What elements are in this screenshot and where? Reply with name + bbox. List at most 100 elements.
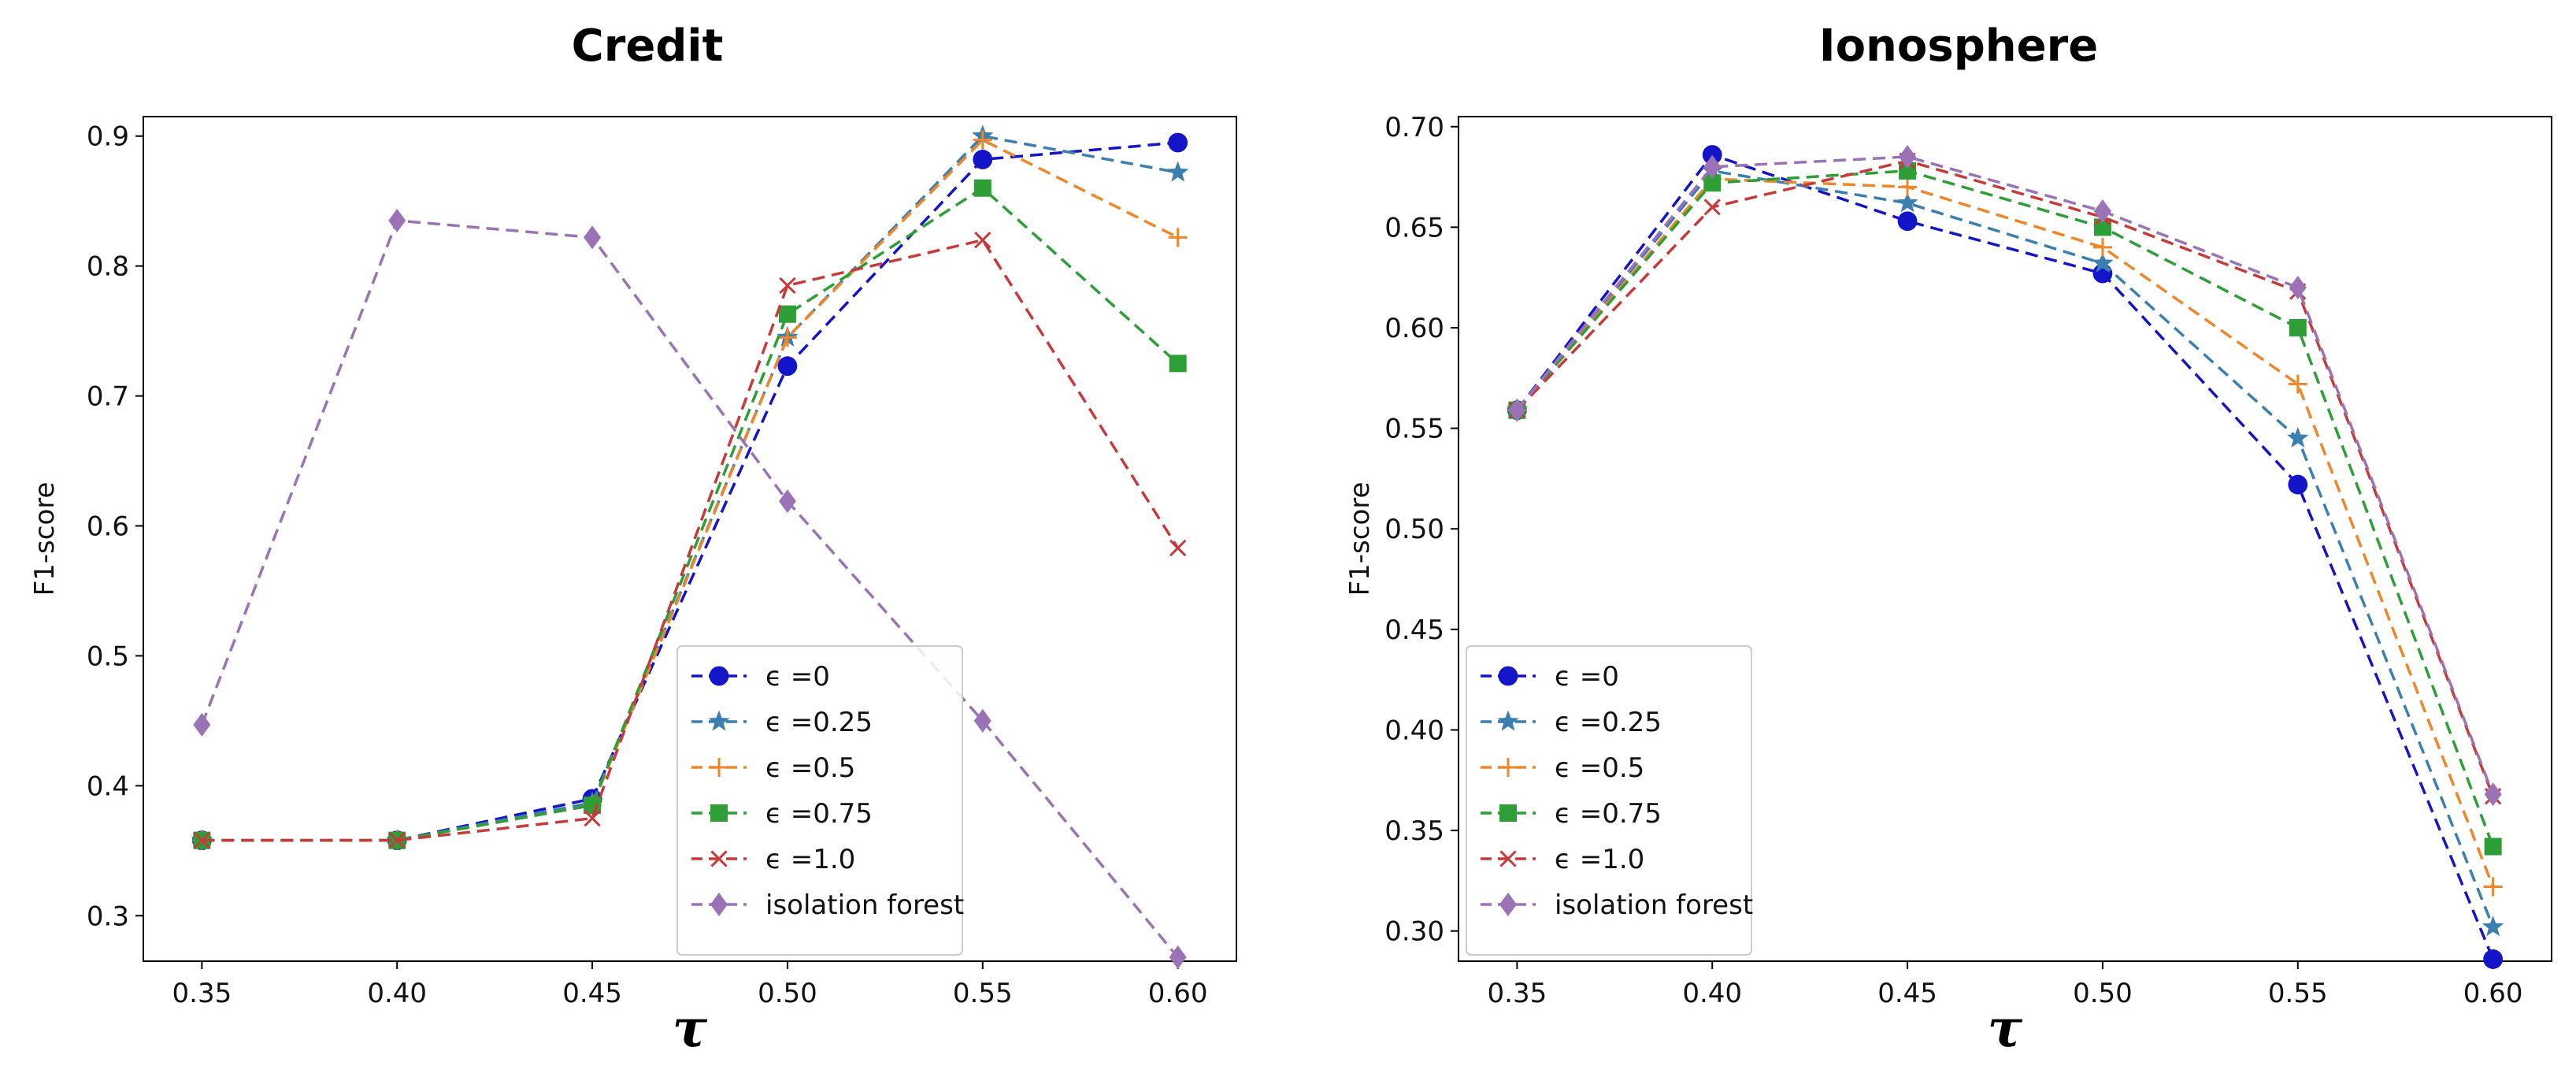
legend-label: ϵ =0	[1555, 661, 1619, 693]
credit-series-line	[200, 219, 1179, 959]
credit-data-point	[974, 232, 991, 249]
legend-item: ϵ =0.5	[691, 752, 855, 784]
x-tick-label: 0.55	[2268, 978, 2328, 1009]
legend-item: ϵ =0.75	[1481, 798, 1662, 830]
ionosphere-data-point	[2288, 474, 2308, 495]
credit-data-point	[1169, 355, 1187, 373]
legend-item: ϵ =0.5	[1481, 752, 1644, 784]
credit-data-point	[584, 225, 602, 250]
ionosphere-series-line	[1516, 169, 2495, 848]
x-tick-label: 0.45	[562, 978, 622, 1009]
ionosphere-data-point	[2093, 199, 2111, 223]
credit-y-axis-label: F1-score	[29, 482, 61, 596]
y-tick-label: 0.30	[1384, 916, 1444, 948]
credit-data-point	[973, 708, 991, 733]
credit-data-point	[1168, 132, 1188, 153]
y-tick-label: 0.8	[87, 251, 129, 283]
ionosphere-data-point	[2289, 275, 2307, 299]
credit-x-axis: 0.35 0.40 0.45 0.50 0.55 0.60	[172, 961, 1208, 1009]
legend-marker	[1499, 893, 1517, 916]
legend-box	[676, 645, 963, 956]
y-tick-label: 0.60	[1384, 313, 1444, 344]
x-tick-label: 0.35	[172, 978, 232, 1009]
x-tick-label: 0.50	[758, 978, 817, 1009]
legend-item: ϵ =1.0	[691, 844, 855, 875]
legend-label: ϵ =0.5	[765, 752, 855, 784]
legend-item: ϵ =0.25	[1481, 707, 1662, 738]
x-tick-label: 0.55	[953, 978, 1013, 1009]
ionosphere-y-axis-label: F1-score	[1344, 482, 1376, 596]
legend-item: isolation forest	[1481, 889, 1753, 921]
ionosphere-series-line	[1516, 153, 2495, 960]
x-tick-label: 0.40	[367, 978, 427, 1009]
legend-label: isolation forest	[1555, 889, 1753, 921]
credit-data-point	[779, 277, 796, 295]
legend-item: ϵ =0	[691, 661, 830, 693]
y-tick-label: 0.6	[87, 511, 129, 543]
ionosphere-data-point	[2483, 949, 2504, 969]
y-tick-label: 0.50	[1384, 514, 1444, 545]
x-tick-label: 0.60	[1148, 978, 1208, 1009]
ionosphere-series-line	[1516, 155, 2495, 795]
legend-label: ϵ =0.25	[765, 707, 873, 738]
y-tick-label: 0.7	[87, 381, 129, 413]
x-tick-label: 0.35	[1488, 978, 1547, 1009]
credit-data-point	[193, 712, 211, 737]
ionosphere-data-point	[2484, 837, 2502, 856]
legend-marker	[710, 804, 728, 822]
x-tick-label: 0.50	[2073, 978, 2133, 1009]
ionosphere-data-point	[1896, 191, 1918, 213]
legend-item: ϵ =1.0	[1481, 844, 1644, 875]
credit-data-point	[777, 356, 798, 377]
ionosphere-series-line	[1516, 169, 2495, 928]
y-tick-label: 0.3	[87, 901, 129, 932]
ionosphere-x-axis-label: τ	[1988, 997, 2023, 1059]
credit-data-point	[1168, 228, 1188, 247]
ionosphere-chart: Ionosphere 0.300.350.400.450.500.550.600…	[1344, 20, 2552, 1059]
credit-data-point	[778, 489, 796, 514]
ionosphere-data-point	[1508, 398, 1526, 422]
ionosphere-legend: ϵ =0 ϵ =0.25 ϵ =0.5 ϵ =0.75 ϵ =1.0 isolation …	[1466, 645, 1753, 956]
legend-item: ϵ =0.25	[691, 707, 873, 738]
ionosphere-plot-frame	[1458, 116, 2552, 962]
ionosphere-data-point	[1703, 174, 1722, 192]
legend-label: ϵ =1.0	[765, 844, 855, 875]
x-tick-label: 0.45	[1877, 978, 1937, 1009]
ionosphere-data-point	[1899, 145, 1917, 169]
ionosphere-data-point	[1703, 199, 1721, 216]
credit-chart: Credit 0.3 0.4 0.5 0.6 0.7 0.8 0.9 0.35 0.40 0.4…	[29, 20, 1237, 1059]
credit-data-point	[584, 809, 601, 827]
y-tick-label: 0.4	[87, 771, 129, 802]
ionosphere-data-point	[2484, 782, 2502, 807]
x-tick-label: 0.40	[1682, 978, 1742, 1009]
legend-label: ϵ =0.75	[765, 798, 873, 830]
credit-series	[191, 124, 1189, 970]
ionosphere-data-point	[2092, 251, 2114, 273]
ionosphere-series-5	[1508, 145, 2502, 807]
ionosphere-data-point	[2287, 427, 2309, 448]
legend-label: ϵ =0.25	[1555, 707, 1662, 738]
ionosphere-series	[1506, 145, 2504, 969]
credit-data-point	[973, 150, 993, 169]
ionosphere-x-axis: 0.35 0.40 0.45 0.50 0.55 0.60	[1488, 961, 2522, 1009]
legend-marker	[708, 710, 730, 731]
credit-data-point	[1169, 945, 1187, 970]
y-tick-label: 0.35	[1384, 815, 1444, 847]
legend-marker	[710, 758, 728, 777]
legend-marker	[1497, 710, 1519, 731]
legend-marker	[710, 893, 728, 916]
y-tick-label: 0.65	[1384, 212, 1444, 243]
legend-marker	[1498, 666, 1518, 686]
credit-data-point	[1169, 539, 1187, 557]
ionosphere-data-point	[2289, 319, 2307, 336]
legend-label: ϵ =1.0	[1555, 844, 1644, 875]
ionosphere-y-axis: 0.30 0.35 0.40 0.45 0.50 0.55 0.60 0.65 0.70	[1384, 112, 1458, 948]
credit-data-point	[973, 179, 991, 197]
ionosphere-data-point	[2288, 374, 2307, 394]
credit-data-point	[778, 305, 796, 323]
legend-box	[1466, 645, 1752, 956]
ionosphere-data-point	[1703, 154, 1722, 179]
legend-marker	[710, 850, 728, 867]
legend-marker	[1499, 804, 1517, 822]
